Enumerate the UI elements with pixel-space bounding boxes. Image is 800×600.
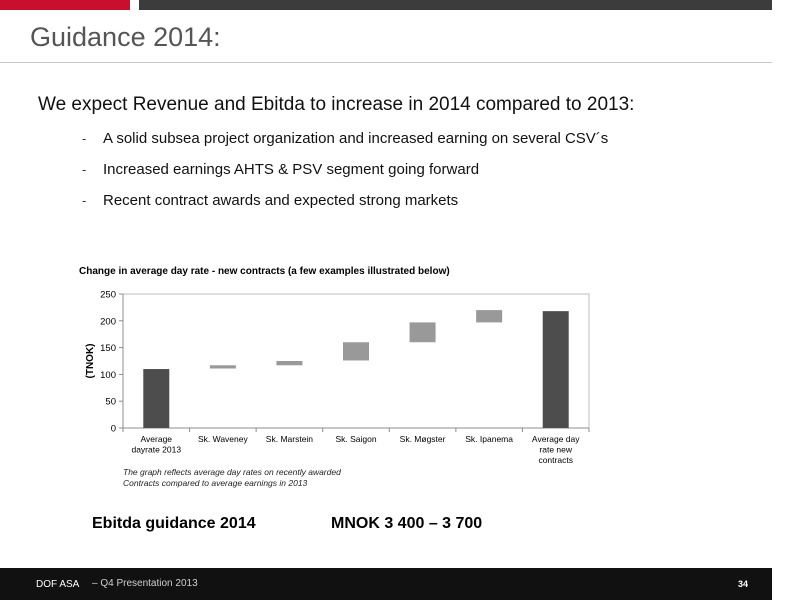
x-tick-label: Average day rate new contracts xyxy=(532,434,580,465)
x-tick-label-line: dayrate 2013 xyxy=(131,445,181,455)
x-tick-label-line: Sk. Saigon xyxy=(335,434,376,444)
y-tick-label: 100 xyxy=(100,370,116,381)
x-tick-label: Sk. Waveney xyxy=(198,434,249,444)
chart-note-line: Contracts compared to average earnings i… xyxy=(123,478,308,488)
step-bar xyxy=(209,365,236,369)
guidance-label: Ebitda guidance 2014 xyxy=(92,515,256,532)
x-tick-label-line: Average xyxy=(141,434,173,444)
y-tick-label: 150 xyxy=(100,343,116,354)
bullet-text: A solid subsea project organization and … xyxy=(103,130,609,147)
slide-headline: We expect Revenue and Ebitda to increase… xyxy=(38,94,635,115)
y-tick-label: 250 xyxy=(100,290,116,301)
bullet-text: Increased earnings AHTS & PSV segment go… xyxy=(103,161,480,178)
chart-note-line: The graph reflects average day rates on … xyxy=(123,467,341,477)
x-tick-label-line: rate new xyxy=(539,445,572,455)
footer-company: DOF ASA xyxy=(36,579,80,590)
page-number: 34 xyxy=(738,579,749,589)
top-accent-bar-red xyxy=(0,0,130,10)
step-bar xyxy=(476,310,503,323)
x-tick-label-line: Sk. Møgster xyxy=(400,434,446,444)
x-tick-label: Average dayrate 2013 xyxy=(131,434,181,455)
step-bar xyxy=(343,342,369,361)
x-tick-label: Sk. Marstein xyxy=(266,434,314,444)
bullet-text: Recent contract awards and expected stro… xyxy=(103,192,459,209)
plot-area-border xyxy=(122,293,590,429)
total-bar xyxy=(542,311,569,428)
x-tick-label-line: Sk. Marstein xyxy=(266,434,314,444)
x-tick-label-line: Sk. Ipanema xyxy=(465,434,513,444)
guidance-value: MNOK 3 400 – 3 700 xyxy=(331,515,483,532)
top-accent-bar-gray xyxy=(139,0,772,10)
slide-title: Guidance 2014: xyxy=(30,22,221,52)
bullet-marker: - xyxy=(82,193,87,208)
bullet-marker: - xyxy=(82,162,87,177)
x-tick-label: Sk. Ipanema xyxy=(465,434,513,444)
x-tick-label-line: contracts xyxy=(538,455,573,465)
x-tick-label: Sk. Møgster xyxy=(400,434,446,444)
y-tick-label: 50 xyxy=(105,397,116,408)
y-tick-label: 200 xyxy=(100,316,116,327)
x-tick-label-line: Sk. Waveney xyxy=(198,434,249,444)
chart-title: Change in average day rate - new contrac… xyxy=(79,266,450,277)
footer-bar: DOF ASA – Q4 Presentation 2013 34 xyxy=(0,568,772,600)
step-bar xyxy=(276,361,303,366)
x-tick-label-line: Average day xyxy=(532,434,580,444)
title-divider xyxy=(0,62,772,63)
x-tick-label: Sk. Saigon xyxy=(335,434,376,444)
y-tick-label: 0 xyxy=(111,424,116,435)
total-bar xyxy=(143,369,170,428)
bullet-marker: - xyxy=(82,131,87,146)
chart-note: The graph reflects average day rates on … xyxy=(123,467,341,489)
footer-presentation: – Q4 Presentation 2013 xyxy=(92,578,198,589)
step-bar xyxy=(409,322,436,343)
y-axis-label: (TNOK) xyxy=(85,344,96,379)
